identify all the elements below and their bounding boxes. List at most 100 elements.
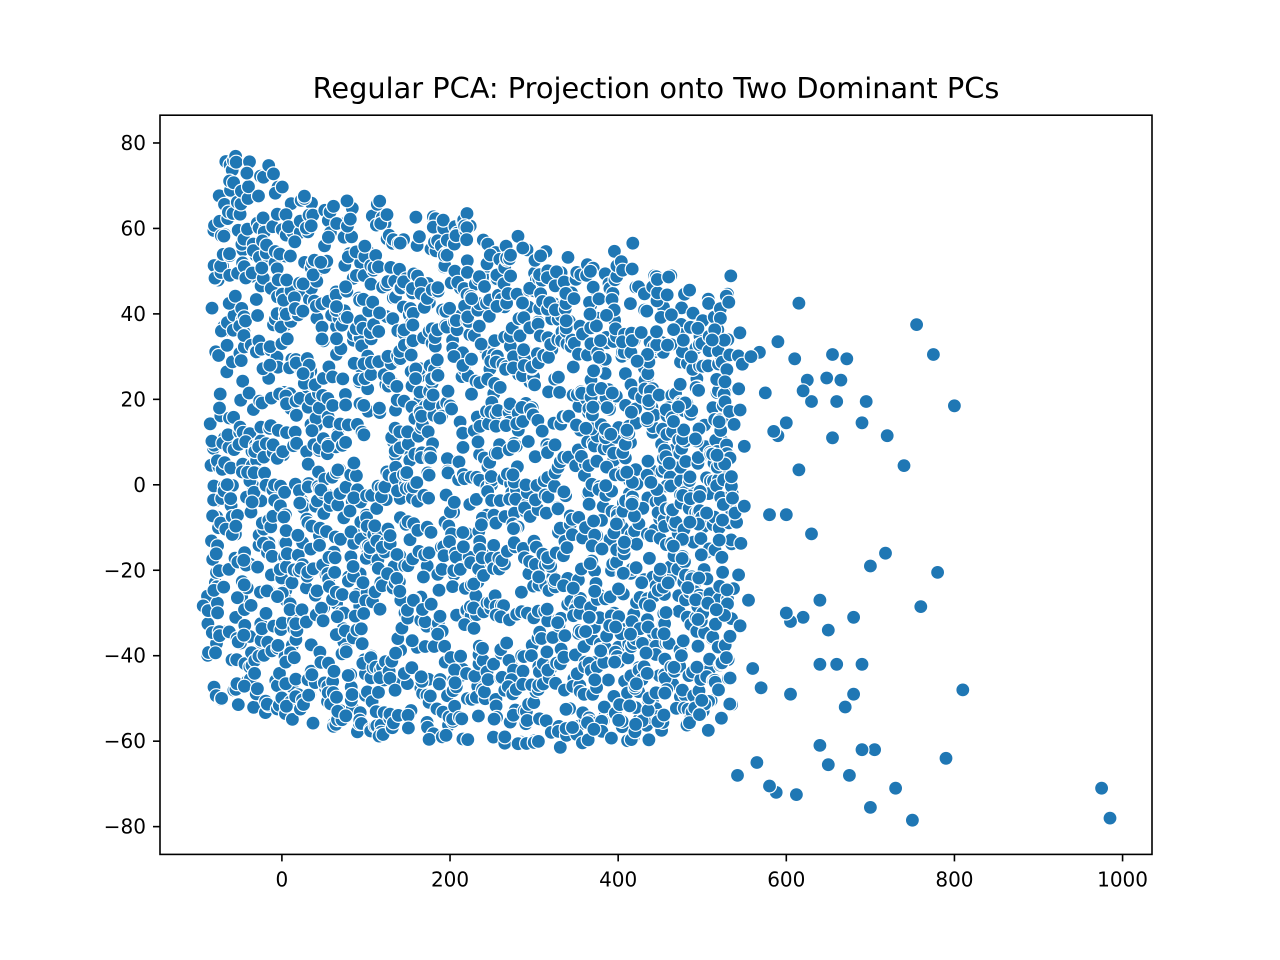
data-point [277,484,293,500]
data-point [233,353,249,369]
data-point [556,484,572,500]
data-point [791,462,807,478]
data-point [600,672,617,688]
data-point [372,601,388,617]
data-point [675,332,691,348]
data-point [629,353,645,369]
data-point [577,623,594,640]
data-point [680,579,696,596]
data-point [304,667,320,683]
data-point [558,701,574,717]
data-point [423,596,439,612]
data-point [761,778,778,794]
data-point [214,690,230,707]
data-point [585,513,602,529]
data-point [296,188,312,204]
data-point [603,730,620,746]
data-point [329,609,345,625]
data-point [736,438,752,454]
data-point [616,534,633,550]
data-point [615,565,631,581]
data-point [505,520,522,537]
data-point [540,349,557,365]
data-point [829,656,845,672]
data-point [255,210,271,226]
data-point [812,656,828,672]
data-point [229,590,245,606]
data-point [342,211,358,227]
data-point [470,434,486,450]
data-point [731,381,747,397]
data-point [344,686,360,703]
data-point [356,427,372,443]
data-point [223,491,239,507]
data-point [354,636,370,652]
data-point [824,346,841,363]
data-point [346,490,362,506]
data-point [729,767,746,784]
data-point [474,640,491,656]
data-point [239,165,255,181]
data-point [432,608,448,624]
y-tick-label: 0 [133,473,146,497]
data-point [624,261,640,277]
data-point [723,469,740,485]
data-point [305,267,321,283]
data-point [585,399,601,415]
data-point [356,397,372,413]
data-point [709,447,725,463]
data-point [627,716,644,732]
data-point [379,207,395,223]
data-point [392,583,408,599]
data-point [432,410,448,426]
data-point [243,597,259,614]
data-point [531,569,547,585]
data-point [445,578,461,595]
data-point [236,627,252,643]
data-point [348,468,364,484]
data-point [284,711,300,728]
data-point [311,537,328,553]
data-point [204,300,220,316]
x-tick-label: 400 [599,867,637,891]
data-point [824,430,841,446]
data-point [833,372,849,388]
data-point [722,696,738,712]
data-point [356,605,372,622]
data-point [820,757,836,773]
data-point [408,209,424,225]
data-point [866,742,883,758]
data-point [481,308,497,324]
data-point [819,370,835,386]
data-point [438,727,454,743]
data-point [675,633,691,649]
data-point [289,435,305,451]
data-point [690,320,706,336]
data-point [286,650,302,666]
data-point [639,665,655,682]
data-point [730,567,747,583]
data-point [648,324,665,340]
data-point [320,229,336,245]
data-point [250,188,267,204]
data-point [417,614,433,630]
data-point [515,240,531,256]
data-point [550,614,566,631]
data-point [659,287,675,303]
data-point [603,426,619,442]
data-point [862,558,879,574]
data-point [711,532,727,548]
data-point [327,550,343,566]
data-point [588,318,605,334]
x-tick-label: 1000 [1097,867,1148,891]
data-point [219,477,235,493]
data-point [788,786,805,803]
data-point [279,272,295,288]
data-point [338,434,354,450]
data-point [663,307,680,323]
data-point [435,212,451,228]
data-point [552,739,568,755]
data-point [661,455,677,471]
data-point [691,706,708,723]
data-point [431,582,447,598]
